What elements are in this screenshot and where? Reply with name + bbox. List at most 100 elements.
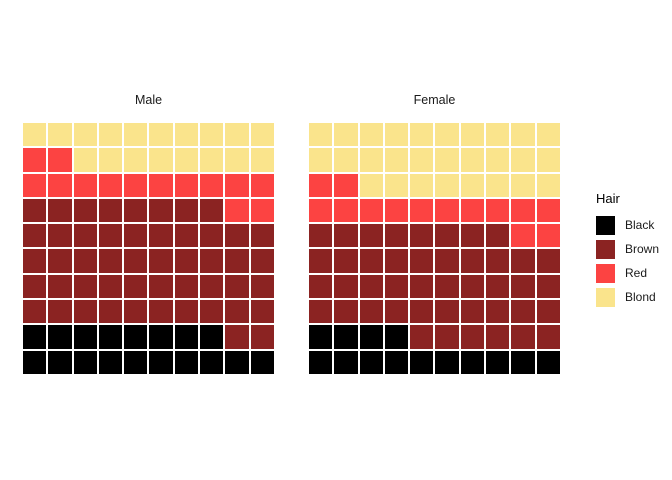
waffle-cell [435,274,459,299]
waffle-cell [486,224,510,248]
waffle-cell [511,148,535,172]
waffle-cell [435,148,459,172]
waffle-cell [410,123,434,147]
waffle-cell [334,274,358,299]
waffle-cell [384,350,409,374]
waffle-cell [334,300,358,324]
waffle-cell [48,249,72,273]
waffle-cell [250,198,274,223]
waffle-cell [334,148,358,172]
waffle-cell [124,325,148,349]
waffle-cell [250,148,274,172]
waffle-cell [460,173,485,197]
waffle-cell [486,274,510,299]
waffle-cell [48,300,72,324]
waffle-cell [225,224,249,248]
waffle-cell [149,249,173,273]
waffle-cell [23,123,47,147]
waffle-cell [410,300,434,324]
waffle-cell [536,350,560,374]
waffle-cell [250,123,274,147]
waffle-cell [98,249,123,273]
waffle-cell [149,198,173,223]
waffle-cell [225,123,249,147]
legend-label: Red [625,266,648,280]
legend-item-red: Red [596,264,659,283]
waffle-cell [309,198,333,223]
waffle-cell [511,350,535,374]
legend-item-blond: Blond [596,288,659,307]
waffle-cell [359,173,383,197]
waffle-cell [359,274,383,299]
waffle-cell [486,249,510,273]
waffle-cell [200,173,224,197]
waffle-cell [149,123,173,147]
waffle-cell [536,148,560,172]
waffle-cell [511,198,535,223]
waffle-cell [174,198,199,223]
waffle-cell [98,123,123,147]
waffle-cell [250,249,274,273]
waffle-cell [511,274,535,299]
waffle-cell [73,274,97,299]
waffle-cell [486,325,510,349]
waffle-cell [334,173,358,197]
waffle-grid-female [309,123,560,374]
waffle-cell [73,300,97,324]
waffle-cell [124,148,148,172]
legend-swatch-blond [596,288,615,307]
waffle-cell [73,249,97,273]
waffle-cell [460,249,485,273]
waffle-cell [73,350,97,374]
waffle-cell [225,173,249,197]
waffle-cell [124,274,148,299]
waffle-cell [200,148,224,172]
waffle-cell [511,300,535,324]
waffle-cell [200,123,224,147]
waffle-cell [384,123,409,147]
waffle-cell [384,249,409,273]
waffle-cell [435,350,459,374]
waffle-cell [309,224,333,248]
waffle-cell [23,350,47,374]
waffle-cell [536,198,560,223]
waffle-cell [225,198,249,223]
waffle-cell [536,325,560,349]
waffle-cell [309,123,333,147]
waffle-cell [200,249,224,273]
waffle-cell [359,350,383,374]
waffle-cell [23,249,47,273]
waffle-cell [410,224,434,248]
waffle-cell [124,300,148,324]
waffle-cell [149,350,173,374]
waffle-cell [124,249,148,273]
waffle-cell [200,198,224,223]
waffle-cell [536,173,560,197]
facet-title-male: Male [134,93,163,107]
waffle-cell [486,198,510,223]
waffle-cell [149,325,173,349]
waffle-cell [225,148,249,172]
waffle-grid-male [23,123,274,374]
waffle-cell [460,350,485,374]
waffle-cell [410,350,434,374]
waffle-cell [334,350,358,374]
waffle-cell [384,148,409,172]
waffle-cell [435,300,459,324]
waffle-cell [309,148,333,172]
legend-item-black: Black [596,216,659,235]
waffle-cell [359,224,383,248]
waffle-cell [48,123,72,147]
waffle-cell [48,350,72,374]
waffle-cell [309,173,333,197]
waffle-cell [410,325,434,349]
waffle-cell [309,300,333,324]
waffle-cell [149,274,173,299]
waffle-cell [536,249,560,273]
waffle-cell [250,224,274,248]
waffle-cell [149,173,173,197]
waffle-cell [460,325,485,349]
waffle-cell [23,274,47,299]
waffle-cell [359,148,383,172]
